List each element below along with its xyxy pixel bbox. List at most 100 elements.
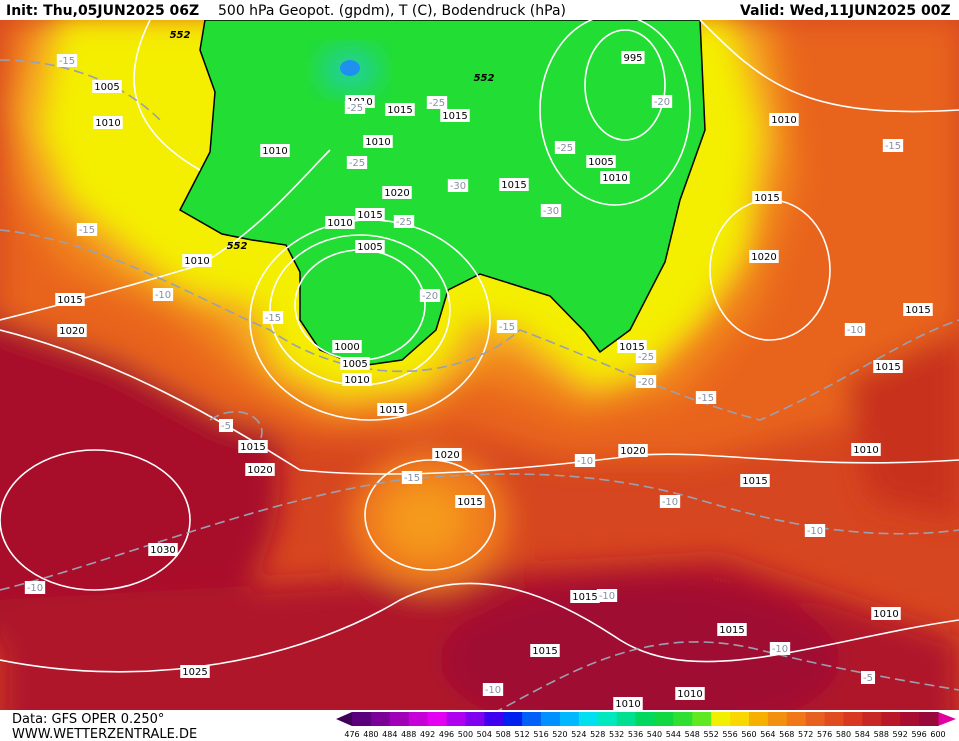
colorbar-tick-label: 524 (571, 730, 586, 739)
isobar-label: 995 (621, 51, 645, 64)
isobar-label: 1015 (55, 293, 85, 306)
isobar-label-box (675, 687, 705, 700)
temperature-label-text: -25 (349, 158, 365, 169)
isobar-label-box (385, 103, 415, 116)
isobar-label-box (586, 155, 616, 168)
isobar-label: 1020 (618, 444, 648, 457)
isobar-label-text: 1015 (532, 646, 557, 657)
map-title: 500 hPa Geopot. (gpdm), T (C), Bodendruc… (218, 3, 566, 19)
colorbar-swatch (748, 712, 769, 726)
colorbar-high-arrow (938, 712, 956, 726)
temperature-label-text: -15 (499, 322, 515, 333)
isobar-label-box (148, 543, 178, 556)
temperature-label: -20 (651, 95, 673, 108)
green-trough (179, 20, 706, 367)
isobar-label: 1015 (617, 340, 647, 353)
colorbar-tick-label: 496 (439, 730, 454, 739)
isobar-label-text: 1015 (501, 180, 526, 191)
isobar-label-text: 1010 (184, 256, 209, 267)
temperature-label-box (861, 671, 875, 684)
geopotential-label: 552 (227, 241, 248, 252)
colorbar-low-arrow (336, 712, 352, 726)
isobar-label-text: 1015 (379, 405, 404, 416)
colorbar-tick-label: 568 (779, 730, 794, 739)
temperature-label-text: -10 (847, 325, 863, 336)
isobar-label: 1015 (530, 644, 560, 657)
isobar-label-box (342, 373, 372, 386)
isobar-label-text: 1010 (262, 146, 287, 157)
isobar-label: 1010 (363, 135, 393, 148)
temperature-label-box (56, 54, 78, 67)
temperature-label-box (24, 581, 46, 594)
colorbar-tick-label: 484 (382, 730, 397, 739)
isobar-label: 1015 (752, 191, 782, 204)
colorbar-tick-label: 540 (647, 730, 662, 739)
temperature-label-box (496, 320, 518, 333)
isobar-label: 1015 (717, 623, 747, 636)
isobar-label-text: 1010 (344, 375, 369, 386)
isobar-label: 1010 (769, 113, 799, 126)
isobar-label-text: 1010 (602, 173, 627, 184)
colorbar-tick-label: 592 (893, 730, 908, 739)
isobar-label-box (382, 186, 412, 199)
data-source: Data: GFS OPER 0.250° (12, 712, 164, 727)
isobar-label: 1005 (92, 80, 122, 93)
isobar-label-box (871, 607, 901, 620)
isobar-label-text: 1015 (457, 497, 482, 508)
colorbar-tick-label: 580 (836, 730, 851, 739)
isobar-label-box (180, 665, 210, 678)
colorbar-swatch (522, 712, 542, 726)
colorbar-swatch (616, 712, 637, 726)
temperature-label: -15 (496, 320, 518, 333)
temperature-label-text: -25 (429, 98, 445, 109)
isobar-label-text: 1030 (150, 545, 175, 556)
temperature-label-text: -25 (396, 217, 412, 228)
temperature-label-box (262, 311, 284, 324)
isobar-label-box (260, 144, 290, 157)
colorbar-tick-label: 544 (666, 730, 681, 739)
isobar-label-text: 1010 (853, 445, 878, 456)
colorbar-tick-label: 492 (420, 730, 435, 739)
isobar-label-text: 1020 (384, 188, 409, 199)
isobar-label-text: 1015 (619, 342, 644, 353)
temperature-label-text: -10 (27, 583, 43, 594)
colorbar-tick-label: 480 (363, 730, 378, 739)
temperature-label-box (844, 323, 866, 336)
temperature-label-text: -10 (155, 290, 171, 301)
isobar-label-text: 1015 (357, 210, 382, 221)
temperature-label-text: -15 (59, 56, 75, 67)
colorbar-swatch (559, 712, 580, 726)
temperature-label-text: -15 (265, 313, 281, 324)
isobar-label: 1010 (871, 607, 901, 620)
temperature-label-box (401, 471, 423, 484)
isobar-label: 1005 (340, 357, 370, 370)
valid-time: Valid: Wed,11JUN2025 00Z (740, 3, 951, 19)
isobar-label-text: 1015 (442, 111, 467, 122)
temperature-label: -15 (882, 139, 904, 152)
temperature-label: -15 (401, 471, 423, 484)
temperature-label-box (635, 350, 657, 363)
isobar-label-text: 1005 (342, 359, 367, 370)
isobar-label-box (455, 495, 485, 508)
colorbar-swatch (352, 712, 372, 726)
isobar-label-box (182, 254, 212, 267)
isobar-label: 1015 (740, 474, 770, 487)
temperature-label-box (695, 391, 717, 404)
colorbar-swatch (824, 712, 844, 726)
isobar-label: 1010 (851, 443, 881, 456)
temperature-label-text: -5 (221, 421, 231, 432)
isobar-label-box (752, 191, 782, 204)
isobar-label: 1020 (749, 250, 779, 263)
temperature-label: -10 (804, 524, 826, 537)
isobar-label: 1005 (355, 240, 385, 253)
temperature-label-text: -20 (422, 291, 438, 302)
isobar-label: 1010 (675, 687, 705, 700)
colorbar-swatch (578, 712, 599, 726)
colorbar-swatch (503, 712, 523, 726)
isobar-label-text: 1020 (434, 450, 459, 461)
isobar-label: 1010 (325, 216, 355, 229)
isobar-label: 1020 (245, 463, 275, 476)
temperature-label-box (152, 288, 174, 301)
isobar-label-box (340, 357, 370, 370)
temperature-label: -10 (659, 495, 681, 508)
